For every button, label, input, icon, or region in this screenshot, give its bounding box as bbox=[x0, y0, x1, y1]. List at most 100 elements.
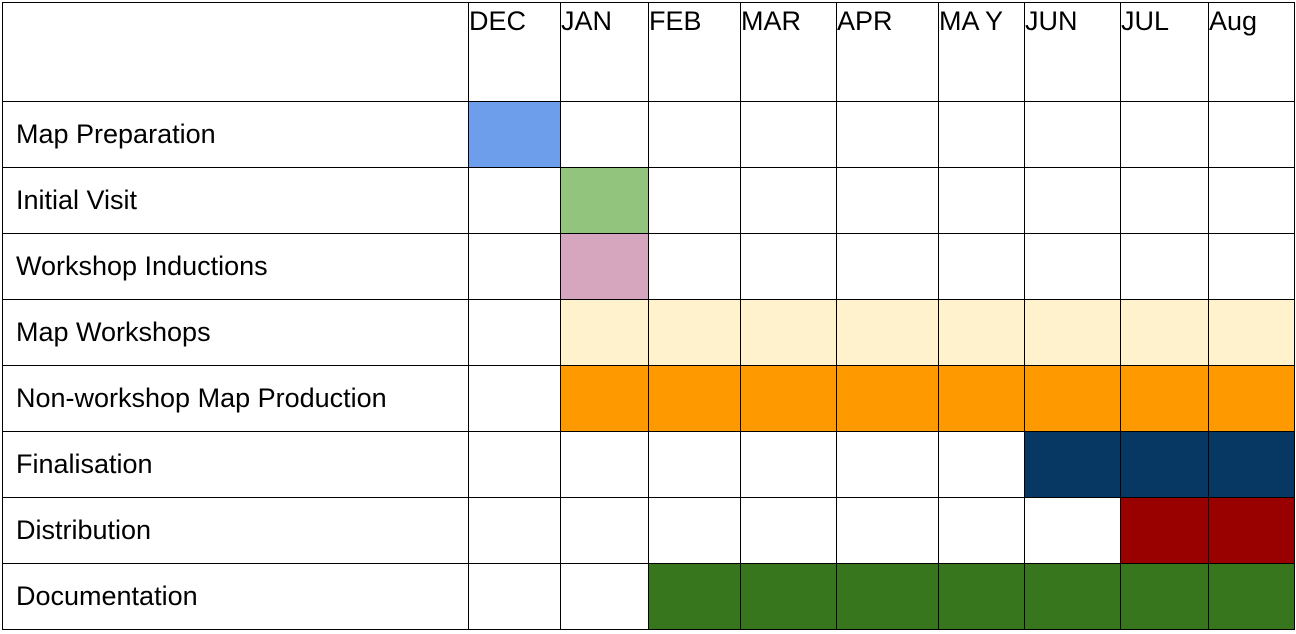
task-label: Map Preparation bbox=[2, 101, 469, 168]
timeline-bar-cell bbox=[1208, 563, 1295, 630]
empty-cell bbox=[740, 497, 837, 564]
timeline-bar-cell bbox=[1024, 563, 1121, 630]
empty-cell bbox=[560, 497, 649, 564]
timeline-bar-cell bbox=[1120, 365, 1209, 432]
empty-cell bbox=[938, 233, 1025, 300]
timeline-bar-cell bbox=[836, 299, 939, 366]
empty-cell bbox=[836, 431, 939, 498]
task-row: Map Preparation bbox=[2, 101, 1295, 168]
corner-cell bbox=[2, 2, 469, 102]
timeline-bar-cell bbox=[1208, 431, 1295, 498]
empty-cell bbox=[648, 233, 741, 300]
task-row: Distribution bbox=[2, 497, 1295, 564]
empty-cell bbox=[740, 101, 837, 168]
empty-cell bbox=[468, 563, 561, 630]
task-label: Non-workshop Map Production bbox=[2, 365, 469, 432]
timeline-bar-cell bbox=[468, 101, 561, 168]
empty-cell bbox=[938, 101, 1025, 168]
timeline-bar-cell bbox=[560, 167, 649, 234]
timeline-bar-cell bbox=[1024, 299, 1121, 366]
month-header: APR bbox=[836, 2, 939, 102]
task-label: Documentation bbox=[2, 563, 469, 630]
timeline-bar-cell bbox=[836, 563, 939, 630]
empty-cell bbox=[468, 167, 561, 234]
month-header: MA Y bbox=[938, 2, 1025, 102]
empty-cell bbox=[648, 167, 741, 234]
header-row: DEC JAN FEB MAR APR MA Y JUN JUL Aug bbox=[2, 2, 1295, 102]
timeline-bar-cell bbox=[560, 365, 649, 432]
empty-cell bbox=[648, 101, 741, 168]
month-header: FEB bbox=[648, 2, 741, 102]
empty-cell bbox=[468, 497, 561, 564]
empty-cell bbox=[938, 167, 1025, 234]
month-header: JUN bbox=[1024, 2, 1121, 102]
empty-cell bbox=[468, 233, 561, 300]
empty-cell bbox=[1024, 497, 1121, 564]
empty-cell bbox=[1208, 233, 1295, 300]
empty-cell bbox=[1208, 167, 1295, 234]
task-row: Non-workshop Map Production bbox=[2, 365, 1295, 432]
timeline-bar-cell bbox=[938, 365, 1025, 432]
timeline-bar-cell bbox=[648, 563, 741, 630]
empty-cell bbox=[1024, 101, 1121, 168]
empty-cell bbox=[740, 167, 837, 234]
month-header: MAR bbox=[740, 2, 837, 102]
timeline-bar-cell bbox=[1208, 299, 1295, 366]
empty-cell bbox=[468, 299, 561, 366]
empty-cell bbox=[560, 563, 649, 630]
timeline-bar-cell bbox=[1208, 497, 1295, 564]
timeline-bar-cell bbox=[560, 233, 649, 300]
month-header: JUL bbox=[1120, 2, 1209, 102]
empty-cell bbox=[1024, 167, 1121, 234]
timeline-bar-cell bbox=[1120, 563, 1209, 630]
gantt-body: Map Preparation Initial Visit Workshop Ind… bbox=[2, 101, 1295, 630]
task-row: Workshop Inductions bbox=[2, 233, 1295, 300]
timeline-bar-cell bbox=[740, 299, 837, 366]
timeline-bar-cell bbox=[648, 299, 741, 366]
empty-cell bbox=[1120, 101, 1209, 168]
timeline-bar-cell bbox=[1208, 365, 1295, 432]
empty-cell bbox=[836, 497, 939, 564]
task-label: Finalisation bbox=[2, 431, 469, 498]
task-label: Initial Visit bbox=[2, 167, 469, 234]
empty-cell bbox=[836, 101, 939, 168]
timeline-bar-cell bbox=[1120, 497, 1209, 564]
empty-cell bbox=[648, 431, 741, 498]
month-header: Aug bbox=[1208, 2, 1295, 102]
empty-cell bbox=[1120, 167, 1209, 234]
timeline-bar-cell bbox=[1120, 299, 1209, 366]
month-header: JAN bbox=[560, 2, 649, 102]
task-row: Documentation bbox=[2, 563, 1295, 630]
empty-cell bbox=[468, 365, 561, 432]
empty-cell bbox=[560, 101, 649, 168]
task-row: Initial Visit bbox=[2, 167, 1295, 234]
timeline-bar-cell bbox=[938, 299, 1025, 366]
empty-cell bbox=[468, 431, 561, 498]
timeline-bar-cell bbox=[938, 563, 1025, 630]
empty-cell bbox=[836, 233, 939, 300]
empty-cell bbox=[560, 431, 649, 498]
task-row: Finalisation bbox=[2, 431, 1295, 498]
timeline-bar-cell bbox=[836, 365, 939, 432]
empty-cell bbox=[1120, 233, 1209, 300]
task-label: Distribution bbox=[2, 497, 469, 564]
timeline-bar-cell bbox=[560, 299, 649, 366]
empty-cell bbox=[938, 497, 1025, 564]
task-label: Map Workshops bbox=[2, 299, 469, 366]
month-header: DEC bbox=[468, 2, 561, 102]
empty-cell bbox=[740, 233, 837, 300]
empty-cell bbox=[1024, 233, 1121, 300]
timeline-bar-cell bbox=[740, 365, 837, 432]
empty-cell bbox=[740, 431, 837, 498]
empty-cell bbox=[1208, 101, 1295, 168]
timeline-bar-cell bbox=[648, 365, 741, 432]
task-label: Workshop Inductions bbox=[2, 233, 469, 300]
empty-cell bbox=[938, 431, 1025, 498]
timeline-bar-cell bbox=[1120, 431, 1209, 498]
empty-cell bbox=[648, 497, 741, 564]
empty-cell bbox=[836, 167, 939, 234]
timeline-bar-cell bbox=[740, 563, 837, 630]
timeline-bar-cell bbox=[1024, 365, 1121, 432]
timeline-bar-cell bbox=[1024, 431, 1121, 498]
